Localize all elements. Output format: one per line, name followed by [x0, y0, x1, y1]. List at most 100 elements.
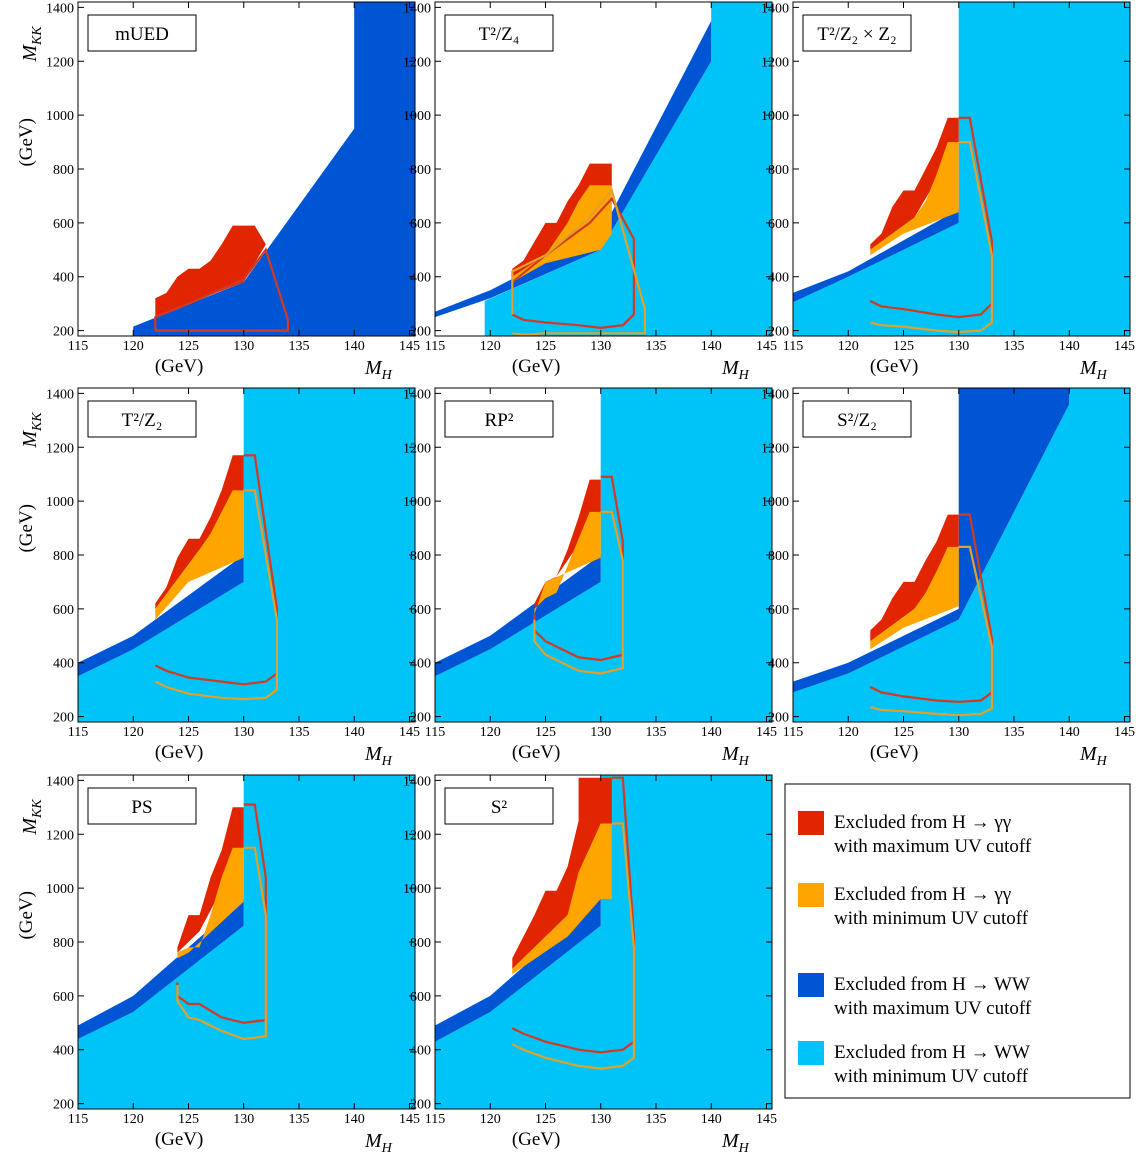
y-tick-label: 600: [410, 217, 431, 232]
panel-title: T²/Z₂ × Z₂: [817, 24, 896, 45]
x-tick-label: 115: [783, 339, 803, 354]
panel-title: S²: [491, 797, 508, 818]
legend-swatch-gg_min: [798, 883, 824, 907]
panel-title-box: [802, 400, 912, 438]
x-var-label: MH: [364, 1130, 393, 1156]
x-tick-label: 125: [535, 339, 556, 354]
y-tick-label: 600: [53, 217, 74, 232]
x-tick-label: 135: [288, 339, 309, 354]
gg-max-contour: [154, 247, 289, 332]
y-tick-label: 1000: [46, 882, 74, 897]
ww-min-region: [78, 388, 415, 722]
y-tick-label: 800: [410, 936, 431, 951]
y-var-label: MKK: [19, 412, 45, 449]
y-tick-label: 1400: [761, 387, 789, 402]
y-tick-label: 1200: [761, 441, 789, 456]
y-tick-label: 1000: [761, 495, 789, 510]
x-var-label: MH: [721, 743, 750, 769]
x-tick-label: 130: [590, 339, 611, 354]
x-tick-label: 125: [893, 725, 914, 740]
panel-1: 115 120 125 130 135 140 145 200 400 600 800 1000 120…: [16, 1, 420, 383]
legend-swatch-ww_max: [798, 973, 824, 997]
x-tick-label: 125: [178, 1112, 199, 1127]
y-tick-label: 1200: [46, 441, 74, 456]
x-tick-label: 115: [425, 725, 445, 740]
legend-label-gg_min-line1: Excluded from H → γγ: [834, 884, 1011, 905]
panel-title: RP²: [485, 410, 514, 431]
x-unit-label: (GeV): [155, 356, 204, 377]
gg-min-contour: [870, 545, 994, 717]
x-tick-label: 135: [645, 339, 666, 354]
ww-max-region: [435, 20, 712, 336]
y-unit-label: (GeV): [16, 118, 37, 167]
legend-label-gg_min-line2: with minimum UV cutoff: [834, 908, 1029, 929]
gg-min-contour: [870, 141, 994, 334]
x-tick-label: 140: [701, 1112, 722, 1127]
x-var-label: MH: [721, 357, 750, 383]
x-unit-label: (GeV): [155, 1129, 204, 1150]
y-tick-label: 1400: [761, 1, 789, 16]
ww-min-region: [435, 775, 772, 1109]
x-tick-label: 140: [701, 725, 722, 740]
y-tick-label: 400: [768, 657, 789, 672]
x-tick-label: 140: [344, 1112, 365, 1127]
gg-max-contour: [533, 475, 624, 662]
y-tick-label: 1200: [761, 55, 789, 70]
x-unit-label: (GeV): [512, 742, 561, 763]
y-tick-label: 1200: [46, 828, 74, 843]
ww-min-region: [435, 388, 772, 722]
panel-title-box: [87, 787, 197, 825]
x-tick-label: 120: [123, 1112, 144, 1127]
ww-min-region: [78, 775, 415, 1109]
ww-max-region: [793, 388, 1070, 693]
x-tick-label: 145: [399, 725, 420, 740]
gg-max-region: [155, 225, 266, 331]
panel-title-box: [87, 400, 197, 438]
x-tick-label: 140: [1059, 725, 1080, 740]
y-tick-label: 600: [53, 603, 74, 618]
panel-2: 115 120 125 130 135 140 145 200 400 600 800 1000 120…: [403, 1, 777, 383]
x-tick-label: 135: [288, 1112, 309, 1127]
x-tick-label: 140: [1059, 339, 1080, 354]
gg-min-contour: [511, 188, 647, 336]
x-tick-label: 145: [756, 339, 777, 354]
panel-8: 115 120 125 130 135 140 145 200 400 600 800 1000 120…: [403, 774, 777, 1156]
ww-max-region: [435, 898, 601, 1042]
gg-min-region: [870, 546, 959, 650]
panel-title-box: [444, 787, 554, 825]
gg-min-region: [177, 847, 244, 959]
gg-min-contour: [511, 822, 636, 1070]
gg-max-region: [512, 777, 612, 975]
x-unit-label: (GeV): [512, 356, 561, 377]
y-tick-label: 1200: [46, 55, 74, 70]
x-var-label: MH: [721, 1130, 750, 1156]
x-tick-label: 130: [948, 339, 969, 354]
y-tick-label: 800: [768, 549, 789, 564]
x-var-label: MH: [364, 743, 393, 769]
y-var-label: MKK: [19, 799, 45, 836]
y-tick-label: 1000: [46, 495, 74, 510]
x-tick-label: 120: [480, 339, 501, 354]
y-tick-label: 800: [53, 549, 74, 564]
panel-title-box: [444, 400, 554, 438]
x-tick-label: 145: [1114, 339, 1135, 354]
gg-max-region: [870, 514, 959, 650]
y-tick-label: 400: [410, 271, 431, 286]
gg-max-contour: [154, 454, 278, 686]
legend-label-ww_max-line2: with maximum UV cutoff: [834, 998, 1032, 1019]
x-var-label: MH: [1079, 357, 1108, 383]
x-tick-label: 135: [645, 725, 666, 740]
legend: Excluded from H → γγ with maximum UV cuto…: [784, 783, 1131, 1099]
gg-min-region: [512, 823, 612, 975]
x-tick-label: 130: [590, 725, 611, 740]
y-tick-label: 800: [53, 936, 74, 951]
gg-max-contour: [511, 776, 636, 1054]
y-tick-label: 400: [53, 657, 74, 672]
x-var-label: MH: [1079, 743, 1108, 769]
x-tick-label: 130: [590, 1112, 611, 1127]
x-tick-label: 125: [178, 725, 199, 740]
gg-min-region: [870, 142, 959, 256]
y-tick-label: 1400: [46, 1, 74, 16]
x-tick-label: 135: [645, 1112, 666, 1127]
y-tick-label: 1400: [46, 774, 74, 789]
